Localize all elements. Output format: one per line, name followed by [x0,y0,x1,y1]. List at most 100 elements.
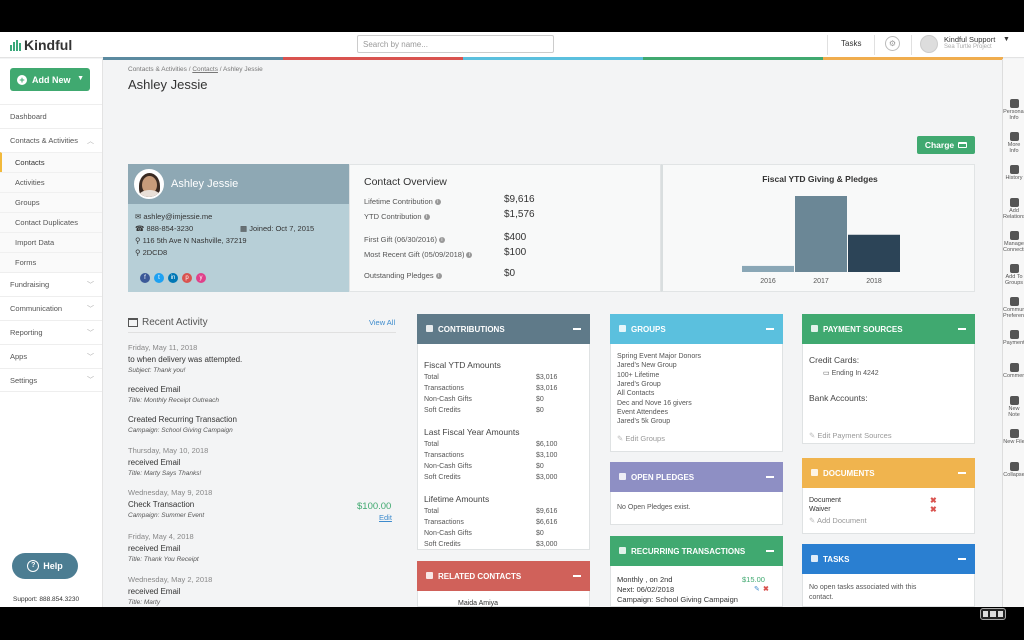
nav-forms[interactable]: Forms [0,252,102,272]
nav-settings[interactable]: Settings ﹀ [0,368,102,392]
rightbar-item[interactable]: More Info [1003,132,1024,154]
nav-contact-duplicates[interactable]: Contact Duplicates [0,212,102,232]
tasks-header[interactable]: TASKS [802,544,975,574]
group-item[interactable]: All Contacts [617,390,655,398]
user-name[interactable]: Kindful Support [944,35,996,44]
edit-recurring-icon[interactable]: ✎ [754,586,760,593]
edit-payment-sources-link[interactable]: Edit Payment Sources [809,431,891,440]
pinterest-icon[interactable]: p [182,273,192,283]
info-icon[interactable]: i [435,273,442,279]
nav-import-data[interactable]: Import Data [0,232,102,252]
group-item[interactable]: 100+ Lifetime [617,371,660,379]
twitter-icon[interactable]: t [154,273,164,283]
search-input[interactable] [357,35,554,53]
user-menu-caret-icon[interactable]: ▼ [1003,36,1010,43]
nav-reporting[interactable]: Reporting ﹀ [0,320,102,344]
breadcrumb-contacts-link[interactable]: Contacts [192,66,218,73]
nav-contacts[interactable]: Contacts [0,152,102,172]
kindful-logo[interactable]: Kindful [10,37,72,53]
rightbar-item[interactable]: New Note [1003,396,1024,418]
collapse-icon[interactable] [958,472,966,474]
activity-line: Campaign: Summer Event [128,512,205,519]
main-content: Contacts & Activities / Contacts / Ashle… [104,60,1000,607]
add-new-button[interactable]: + Add New ▼ [10,68,90,91]
nav-communication[interactable]: Communication ﹀ [0,296,102,320]
delete-document-icon[interactable]: ✖ [930,496,937,505]
collapse-icon[interactable] [573,328,581,330]
rightbar-item[interactable]: Communication Preferences [1003,297,1024,319]
help-button[interactable]: ? Help [12,553,78,579]
info-icon[interactable]: i [423,214,430,220]
open-pledges-header[interactable]: OPEN PLEDGES [610,462,783,492]
rightbar-item[interactable]: Comments [1003,363,1024,379]
recurring-header[interactable]: RECURRING TRANSACTIONS [610,536,783,566]
nav-groups[interactable]: Groups [0,192,102,212]
rightbar-item[interactable]: Manage Connections [1003,231,1024,253]
rightbar-item[interactable]: History [1003,165,1024,181]
delete-recurring-icon[interactable]: ✖ [763,586,769,593]
avatar[interactable] [134,169,164,199]
collapse-icon[interactable] [766,328,774,330]
settings-icon[interactable]: ⚙ [885,36,900,51]
activity-line: Check Transaction [128,500,195,509]
rightbar-item[interactable]: Personal Info [1003,99,1024,121]
group-item[interactable]: Jared's 5k Group [617,418,671,426]
rightbar-item[interactable]: Add To Groups [1003,264,1024,286]
delete-document-icon[interactable]: ✖ [930,505,937,514]
tasks-panel: TASKS No open tasks associated with this… [802,544,975,607]
nav-fundraising[interactable]: Fundraising ﹀ [0,272,102,296]
charge-button[interactable]: Charge [917,136,975,154]
groups-header[interactable]: GROUPS [610,314,783,344]
activity-line: received Email [128,544,181,553]
contributions-panel: CONTRIBUTIONS Fiscal YTD Amounts Total $3,… [417,314,590,550]
document-item[interactable]: Waiver [809,506,831,513]
group-item[interactable]: Dec and Nove 16 givers [617,399,692,407]
chart-bar[interactable] [795,196,847,272]
rightbar-item[interactable]: Add Relationship [1003,198,1024,220]
rightbar-item[interactable]: Payments [1003,330,1024,346]
collapse-icon[interactable] [766,476,774,478]
collapse-icon[interactable] [958,328,966,330]
user-avatar[interactable] [920,35,938,53]
group-item[interactable]: Jared's New Group [617,362,677,370]
rightbar-item[interactable]: Collapse [1003,462,1024,478]
info-icon[interactable]: i [466,252,473,258]
card-ending[interactable]: ▭ Ending In 4242 [823,370,879,377]
document-item[interactable]: Document [809,497,841,504]
nav-dashboard[interactable]: Dashboard [0,104,102,128]
tasks-link[interactable]: Tasks [841,39,862,48]
documents-header[interactable]: DOCUMENTS [802,458,975,488]
contributions-header[interactable]: CONTRIBUTIONS [417,314,590,344]
add-document-link[interactable]: Add Document [809,516,867,525]
collapse-icon[interactable] [573,575,581,577]
other-social-icon[interactable]: y [196,273,206,283]
info-icon[interactable]: i [434,199,441,205]
email-row[interactable]: ✉ ashley@imjessie.me [135,212,213,221]
nav-activities[interactable]: Activities [0,172,102,192]
group-item[interactable]: Spring Event Major Donors [617,353,702,360]
page-title: Ashley Jessie [128,77,208,92]
view-all-link[interactable]: View All [369,318,396,327]
group-item[interactable]: Jared's Group [617,380,661,388]
linkedin-icon[interactable]: in [168,273,178,283]
nav-apps[interactable]: Apps ﹀ [0,344,102,368]
edit-groups-link[interactable]: Edit Groups [617,434,665,443]
related-contact-name[interactable]: Maida Amiya [458,600,499,607]
chart-bar[interactable] [742,265,794,272]
overview-label: Lifetime Contribution i [364,197,441,206]
edit-transaction-link[interactable]: Edit [379,513,392,522]
breadcrumb-root[interactable]: Contacts & Activities [128,66,187,73]
collapse-icon[interactable] [958,558,966,560]
rightbar-icon [1009,429,1019,438]
rightbar-label: New File [1003,439,1024,445]
rightbar-item[interactable]: New File [1003,429,1024,445]
facebook-icon[interactable]: f [140,273,150,283]
info-icon[interactable]: i [438,237,445,243]
group-item[interactable]: Event Attendees [617,408,668,416]
payment-sources-header[interactable]: PAYMENT SOURCES [802,314,975,344]
nav-contacts-activities[interactable]: Contacts & Activities ︿ [0,128,102,152]
collapse-icon[interactable] [766,550,774,552]
chart-bar[interactable] [848,234,900,272]
rightbar-icon [1009,132,1019,141]
related-contacts-header[interactable]: RELATED CONTACTS [417,561,590,591]
